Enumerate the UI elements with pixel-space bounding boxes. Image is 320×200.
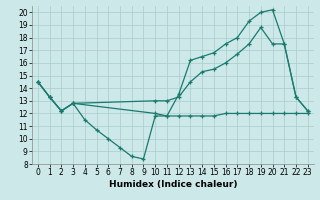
X-axis label: Humidex (Indice chaleur): Humidex (Indice chaleur)	[108, 180, 237, 189]
